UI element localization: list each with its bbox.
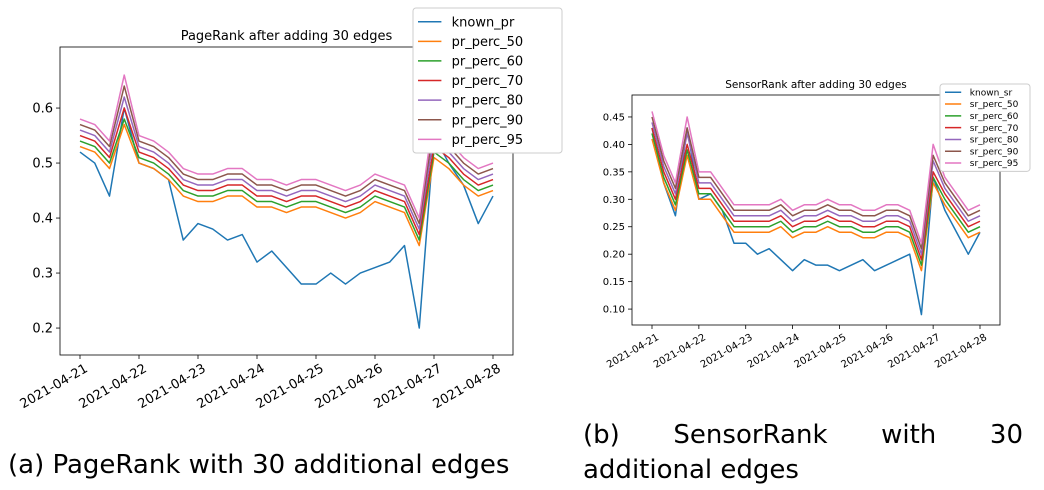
plot-frame <box>631 94 1001 326</box>
series-line <box>79 85 494 225</box>
x-tick-label: 2021-04-21 <box>605 332 661 371</box>
series-line <box>79 118 494 241</box>
legend-label: pr_perc_90 <box>452 113 524 128</box>
x-tick-label: 2021-04-22 <box>652 332 708 371</box>
series-line <box>651 127 981 261</box>
y-tick-label: 0.40 <box>603 140 625 151</box>
legend-box <box>412 7 563 154</box>
legend-label: pr_perc_95 <box>452 133 524 148</box>
series-line <box>79 107 494 236</box>
x-tick-label: 2021-04-25 <box>793 332 849 371</box>
legend: known_sr sr_perc_50 sr_perc_60 sr_perc_70sr… <box>939 83 1031 172</box>
y-tick-label: 0.25 <box>603 222 625 233</box>
legend-label: pr_perc_70 <box>452 74 524 89</box>
caption: (a) PageRank with 30 additional edges <box>8 450 510 480</box>
legend-label: known_pr <box>452 15 515 30</box>
series-line <box>79 74 494 219</box>
x-tick-label: 2021-04-23 <box>699 332 755 371</box>
plot-frame <box>59 46 514 356</box>
legend-box <box>939 83 1031 172</box>
x-tick-label: 2021-04-26 <box>839 332 895 371</box>
series-line <box>79 123 494 247</box>
series-line <box>651 111 981 244</box>
legend-label: pr_perc_50 <box>452 35 524 50</box>
y-tick-label: 0.45 <box>603 112 625 123</box>
y-tick-label: 0.4 <box>32 212 53 227</box>
y-tick-label: 0.5 <box>32 157 53 172</box>
legend-label: known_sr <box>970 88 1013 98</box>
y-tick-label: 0.30 <box>603 195 625 206</box>
legend-label: sr_perc_50 <box>970 100 1019 110</box>
y-tick-label: 0.15 <box>603 277 625 288</box>
x-tick-label: 2021-04-28 <box>933 332 989 371</box>
chart-title: PageRank after adding 30 edges <box>181 29 393 44</box>
legend-label: pr_perc_80 <box>452 94 524 109</box>
legend-label: sr_perc_80 <box>970 136 1019 146</box>
legend-label: sr_perc_95 <box>970 159 1019 169</box>
series-line <box>651 127 981 316</box>
x-tick-label: 2021-04-28 <box>431 361 504 412</box>
y-tick-label: 0.2 <box>32 322 53 337</box>
x-tick-label: 2021-04-24 <box>746 332 802 371</box>
y-tick-label: 0.6 <box>32 102 53 117</box>
series-line <box>79 96 494 230</box>
y-tick-label: 0.35 <box>603 167 625 178</box>
y-tick-label: 0.10 <box>603 305 625 316</box>
y-tick-label: 0.20 <box>603 250 625 261</box>
series-line <box>651 116 981 250</box>
legend-label: pr_perc_60 <box>452 54 524 69</box>
caption: (b) SensorRank with 30 additional edges <box>583 420 1023 485</box>
legend: known_pr pr_perc_50 pr_perc_60 pr_perc_70pr… <box>412 7 563 154</box>
y-tick-label: 0.3 <box>32 267 53 282</box>
chart-title: SensorRank after adding 30 edges <box>725 79 907 91</box>
legend-label: sr_perc_90 <box>970 147 1019 157</box>
legend-label: sr_perc_70 <box>970 124 1019 134</box>
legend-label: sr_perc_60 <box>970 112 1019 122</box>
x-tick-label: 2021-04-27 <box>886 332 942 371</box>
